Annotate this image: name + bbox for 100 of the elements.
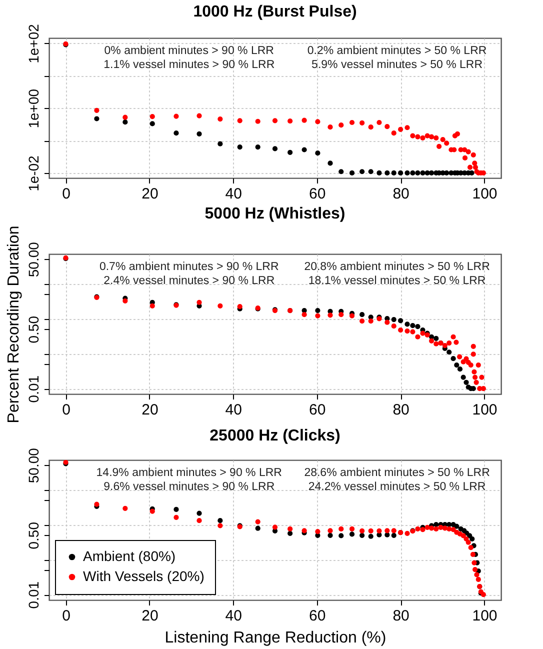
point bbox=[360, 528, 365, 534]
point bbox=[460, 359, 466, 364]
x-tick-label: 60 bbox=[309, 186, 326, 202]
point bbox=[122, 298, 128, 304]
point bbox=[174, 114, 179, 119]
point bbox=[338, 533, 344, 538]
point bbox=[464, 380, 469, 385]
point bbox=[255, 144, 260, 150]
point bbox=[237, 118, 242, 124]
annotation: 24.2% vessel minutes > 50 % LRR bbox=[308, 481, 486, 493]
x-tick-label: 40 bbox=[225, 402, 242, 418]
point bbox=[384, 532, 390, 538]
point bbox=[384, 170, 390, 176]
point bbox=[474, 572, 480, 578]
point bbox=[420, 170, 426, 176]
point bbox=[122, 114, 128, 120]
point bbox=[472, 374, 478, 380]
y-tick-label: 1e+00 bbox=[26, 88, 42, 128]
point bbox=[174, 514, 179, 520]
point bbox=[196, 131, 202, 136]
point bbox=[360, 169, 365, 174]
annotation: 9.6% vessel minutes > 90 % LRR bbox=[104, 481, 275, 493]
point bbox=[360, 120, 365, 126]
point bbox=[410, 170, 416, 176]
point bbox=[94, 116, 100, 122]
point bbox=[442, 342, 448, 348]
point bbox=[434, 522, 439, 528]
point bbox=[315, 150, 320, 156]
point bbox=[450, 334, 456, 340]
y-tick-label: 0.01 bbox=[26, 581, 42, 609]
point bbox=[360, 312, 365, 318]
point bbox=[122, 120, 128, 125]
point bbox=[434, 135, 439, 141]
point bbox=[444, 170, 450, 176]
annotation: 20.8% ambient minutes > 50 % LRR bbox=[304, 261, 490, 273]
x-tick-label: 0 bbox=[62, 402, 70, 418]
x-tick-label: 0 bbox=[62, 608, 70, 624]
point bbox=[391, 532, 396, 538]
point bbox=[368, 528, 374, 534]
x-tick-label: 80 bbox=[392, 186, 410, 202]
point bbox=[415, 334, 420, 340]
point bbox=[338, 526, 344, 532]
point bbox=[460, 533, 466, 538]
annotation: 0% ambient minutes > 90 % LRR bbox=[104, 45, 274, 57]
point bbox=[328, 124, 333, 130]
point bbox=[391, 528, 396, 534]
annotation: 2.4% vessel minutes > 90 % LRR bbox=[104, 275, 275, 287]
point bbox=[404, 125, 410, 130]
point bbox=[376, 120, 382, 126]
point bbox=[255, 118, 260, 124]
point bbox=[472, 369, 477, 374]
point bbox=[368, 124, 374, 130]
chart-title: 1000 Hz (Burst Pulse) bbox=[193, 4, 357, 21]
point bbox=[328, 532, 333, 538]
annotation: 0.2% ambient minutes > 50 % LRR bbox=[307, 45, 487, 57]
point bbox=[480, 592, 486, 598]
point bbox=[150, 303, 155, 308]
point bbox=[466, 149, 471, 154]
point bbox=[410, 133, 416, 138]
point bbox=[349, 120, 355, 126]
point bbox=[328, 528, 333, 534]
point bbox=[476, 576, 481, 582]
y-tick-label: 50.00 bbox=[26, 448, 42, 484]
point bbox=[150, 508, 155, 514]
point bbox=[454, 524, 460, 529]
x-tick-label: 100 bbox=[472, 186, 498, 202]
point bbox=[384, 320, 390, 325]
point bbox=[338, 169, 344, 174]
point bbox=[420, 330, 426, 336]
point bbox=[462, 155, 468, 161]
point bbox=[398, 126, 404, 132]
point bbox=[338, 122, 344, 128]
point bbox=[474, 380, 479, 385]
point bbox=[196, 518, 202, 524]
point bbox=[391, 316, 396, 322]
point bbox=[470, 352, 476, 357]
point bbox=[150, 121, 155, 126]
point bbox=[288, 530, 293, 536]
point bbox=[391, 324, 396, 329]
point bbox=[272, 524, 278, 530]
point bbox=[315, 119, 320, 124]
annotation: 0.7% ambient minutes > 90 % LRR bbox=[99, 261, 279, 273]
point bbox=[476, 362, 481, 368]
annotation: 18.1% vessel minutes > 50 % LRR bbox=[308, 275, 486, 287]
point bbox=[446, 526, 452, 532]
point bbox=[415, 134, 420, 140]
point bbox=[349, 526, 355, 532]
point bbox=[404, 170, 410, 176]
x-tick-label: 100 bbox=[472, 608, 498, 624]
x-tick-label: 60 bbox=[309, 608, 326, 624]
x-tick-label: 20 bbox=[142, 186, 158, 202]
point bbox=[428, 526, 434, 531]
point bbox=[450, 356, 456, 362]
point bbox=[237, 144, 242, 150]
point bbox=[428, 134, 434, 140]
point bbox=[404, 322, 410, 327]
point bbox=[415, 526, 420, 532]
point bbox=[218, 141, 223, 146]
x-tick-label: 40 bbox=[225, 608, 242, 624]
point bbox=[255, 519, 260, 524]
